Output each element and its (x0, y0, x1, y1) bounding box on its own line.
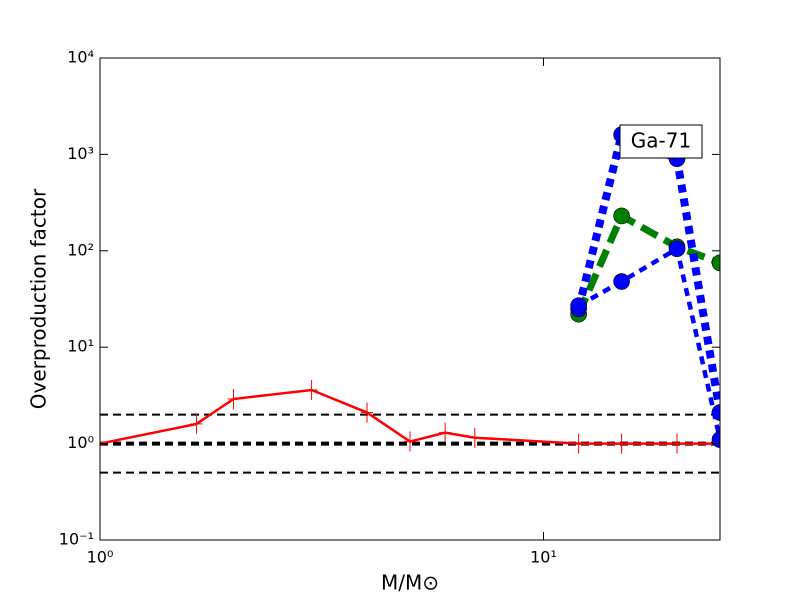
marker (572, 433, 585, 454)
marker (190, 413, 203, 434)
series-line (574, 129, 720, 414)
marker (305, 379, 318, 400)
annotation-box (619, 124, 703, 159)
y-tick-label: 10⁰ (67, 433, 94, 452)
marker (671, 433, 684, 454)
x-tick-label: 10¹ (530, 548, 557, 567)
y-tick-label: 10⁴ (67, 48, 94, 67)
y-tick-label: 10⁻¹ (59, 530, 94, 549)
y-tick-label: 10² (67, 240, 94, 259)
x-axis-label: M/M⊙ (381, 571, 439, 595)
marker (613, 273, 630, 290)
y-tick-label: 10¹ (67, 337, 94, 356)
marker (615, 433, 628, 454)
marker (361, 402, 374, 423)
marker (613, 207, 630, 225)
y-axis-label: Overproduction factor (27, 188, 51, 409)
marker (711, 254, 720, 272)
x-tick-label: 10⁰ (87, 548, 114, 567)
marker (668, 240, 686, 258)
plot (100, 126, 720, 474)
marker (227, 389, 240, 410)
series-line (577, 245, 720, 441)
series-line (575, 210, 720, 316)
y-tick-label: 10³ (67, 144, 94, 163)
marker (468, 427, 481, 448)
marker (439, 422, 452, 443)
marker (570, 297, 587, 314)
annotation: Ga-71 (631, 129, 691, 153)
marker (404, 431, 416, 452)
series-line (100, 388, 720, 445)
plot-frame (99, 57, 721, 541)
